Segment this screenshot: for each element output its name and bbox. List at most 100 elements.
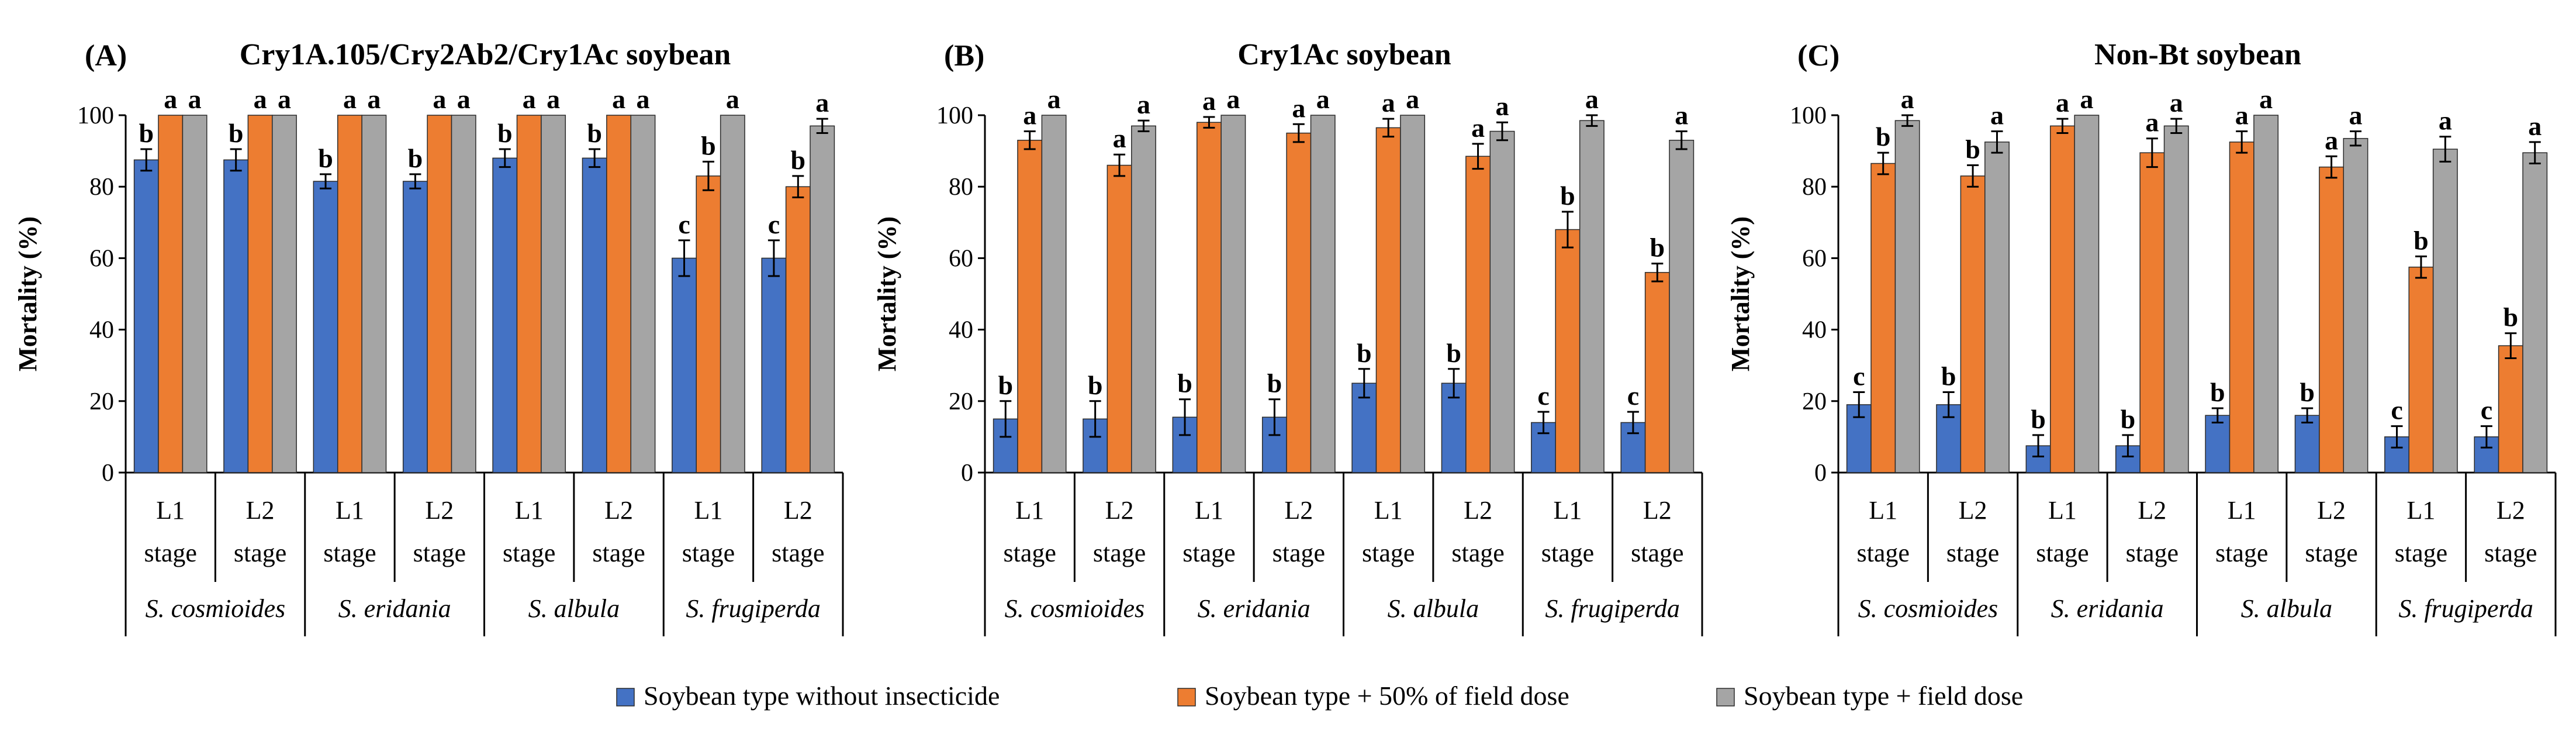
panel-2-significance-letter: a	[1047, 84, 1061, 114]
panel-1-significance-letter: a	[188, 84, 202, 114]
panel-1-significance-letter: a	[343, 84, 357, 114]
panel-3-significance-letter: c	[2391, 395, 2402, 425]
panel-3-significance-letter: a	[2170, 88, 2183, 118]
panel-3-bar-series-3	[2163, 125, 2189, 473]
panel-2-significance-letter: b	[1357, 338, 1372, 368]
panel-2-significance-letter: c	[1537, 381, 1549, 411]
panel-3-y-tick-label: 20	[1802, 388, 1827, 415]
panel-2-significance-letter: a	[1226, 84, 1240, 114]
panel-2-significance-letter: a	[1113, 123, 1126, 153]
panel-2-significance-letter: a	[1406, 84, 1419, 114]
panel-3-species-label: S. albula	[2241, 594, 2332, 623]
panel-2-significance-letter: a	[1137, 89, 1150, 119]
panel-1-stage-word: stage	[413, 539, 466, 567]
panel-2-stage-label: L2	[1105, 496, 1134, 525]
panel-2-significance-letter: b	[1267, 368, 1282, 398]
panel-2-bar-series-2	[1644, 272, 1670, 473]
panel-2-significance-letter: b	[1650, 233, 1665, 263]
panel-3-significance-letter: a	[2259, 84, 2273, 114]
legend-label-2: Soybean type + 50% of field dose	[1205, 681, 1569, 711]
panel-1-significance-letter: a	[367, 84, 381, 114]
panel-3-bar-series-3	[1894, 120, 1920, 473]
panel-2-significance-letter: a	[1675, 100, 1688, 130]
panel-3-bar-series-2	[2139, 152, 2165, 473]
panel-3-species-label: S. cosmioides	[1858, 594, 1998, 623]
panel-3-title: Non-Bt soybean	[2094, 38, 2301, 71]
panel-1-significance-letter: b	[408, 143, 423, 173]
panel-1-bar-series-1	[761, 257, 787, 473]
panel-2-significance-letter: b	[1177, 368, 1192, 398]
panel-2-bar-series-3	[1400, 115, 1426, 473]
panel-3-stage-label: L2	[1959, 496, 1987, 525]
panel-1-y-tick-label: 60	[89, 245, 114, 272]
legend-label-1: Soybean type without insecticide	[644, 681, 1000, 711]
panel-1-bar-series-1	[133, 159, 159, 473]
panel-2-y-tick-label: 40	[949, 317, 973, 344]
panel-2-significance-letter: a	[1585, 84, 1599, 114]
panel-2-significance-letter: b	[1560, 181, 1575, 211]
panel-2-significance-letter: b	[998, 370, 1013, 400]
panel-1-species-label: S. frugiperda	[686, 594, 821, 623]
panel-3-significance-letter: c	[1853, 361, 1865, 391]
panel-1-stage-word: stage	[772, 539, 824, 567]
panel-2-species-label: S. cosmioides	[1005, 594, 1145, 623]
panel-3-y-tick-label: 0	[1814, 460, 1827, 487]
panel-2-stage-label: L1	[1374, 496, 1403, 525]
panel-3-stage-word: stage	[2305, 539, 2357, 567]
panel-1-bar-series-3	[630, 115, 656, 473]
panel-1-bar-series-1	[313, 181, 338, 473]
panel-3-stage-word: stage	[1946, 539, 1999, 567]
panel-1-bar-series-2	[516, 115, 542, 473]
panel-2-stage-label: L2	[1464, 496, 1492, 525]
panel-1-bar-series-3	[810, 125, 835, 473]
panel-3-significance-letter: b	[1965, 135, 1980, 164]
panel-2-y-axis-label: Mortality (%)	[873, 216, 901, 371]
panel-1-y-tick-label: 100	[77, 102, 114, 129]
panel-1-significance-letter: b	[229, 118, 244, 148]
panel-1-significance-letter: c	[678, 209, 690, 239]
panel-2-bar-series-2	[1196, 122, 1222, 473]
panel-2-significance-letter: a	[1495, 91, 1509, 121]
panel-1-significance-letter: a	[636, 84, 649, 114]
panel-3-stage-label: L1	[2228, 496, 2256, 525]
panel-1-stage-label: L2	[784, 496, 812, 525]
panel-2-y-tick-label: 80	[949, 174, 973, 201]
panel-1-significance-letter: a	[523, 84, 536, 114]
panel-2-stage-word: stage	[1003, 539, 1056, 567]
panel-2-significance-letter: a	[1316, 84, 1330, 114]
panel-1-y-tick-label: 0	[102, 460, 114, 487]
panel-1-stage-word: stage	[682, 539, 735, 567]
panel-2-stage-word: stage	[1273, 539, 1325, 567]
panel-1-significance-letter: c	[768, 209, 780, 239]
panel-3-significance-letter: b	[2121, 404, 2136, 434]
panel-3-significance-letter: a	[2325, 125, 2338, 155]
panel-2-species-label: S. albula	[1388, 594, 1479, 623]
panel-1-significance-letter: a	[547, 84, 560, 114]
panel-1-bar-series-2	[785, 186, 811, 473]
panel-3-stage-word: stage	[2036, 539, 2089, 567]
panel-3-species-label: S. eridania	[2051, 594, 2164, 623]
panel-3-bar-series-2	[2229, 142, 2255, 473]
panel-1-bar-series-2	[606, 115, 632, 473]
panel-3-stage-label: L2	[2317, 496, 2346, 525]
panel-2-y-tick-label: 60	[949, 245, 973, 272]
panel-1-bar-series-2	[158, 115, 184, 473]
panel-1-bar-series-1	[402, 181, 428, 473]
panel-3-bar-series-3	[2343, 137, 2368, 473]
panel-2-stage-label: L2	[1284, 496, 1313, 525]
panel-3-species-label: S. frugiperda	[2398, 594, 2533, 623]
panel-3-significance-letter: a	[2145, 108, 2159, 137]
panel-2-stage-word: stage	[1451, 539, 1504, 567]
panel-3-stage-word: stage	[2126, 539, 2179, 567]
panel-3-stage-word: stage	[2215, 539, 2268, 567]
panel-3-stage-label: L2	[2497, 496, 2525, 525]
panel-3-bar-series-2	[1870, 163, 1896, 473]
panel-3-bar-series-3	[2074, 115, 2100, 473]
panel-1-stage-label: L1	[156, 496, 185, 525]
panel-2-bar-series-3	[1041, 115, 1067, 473]
panel-2-significance-letter: a	[1471, 113, 1485, 143]
panel-1-bar-series-3	[451, 115, 476, 473]
panel-1-bar-series-1	[492, 157, 518, 473]
panel-3-significance-letter: a	[2439, 106, 2452, 136]
